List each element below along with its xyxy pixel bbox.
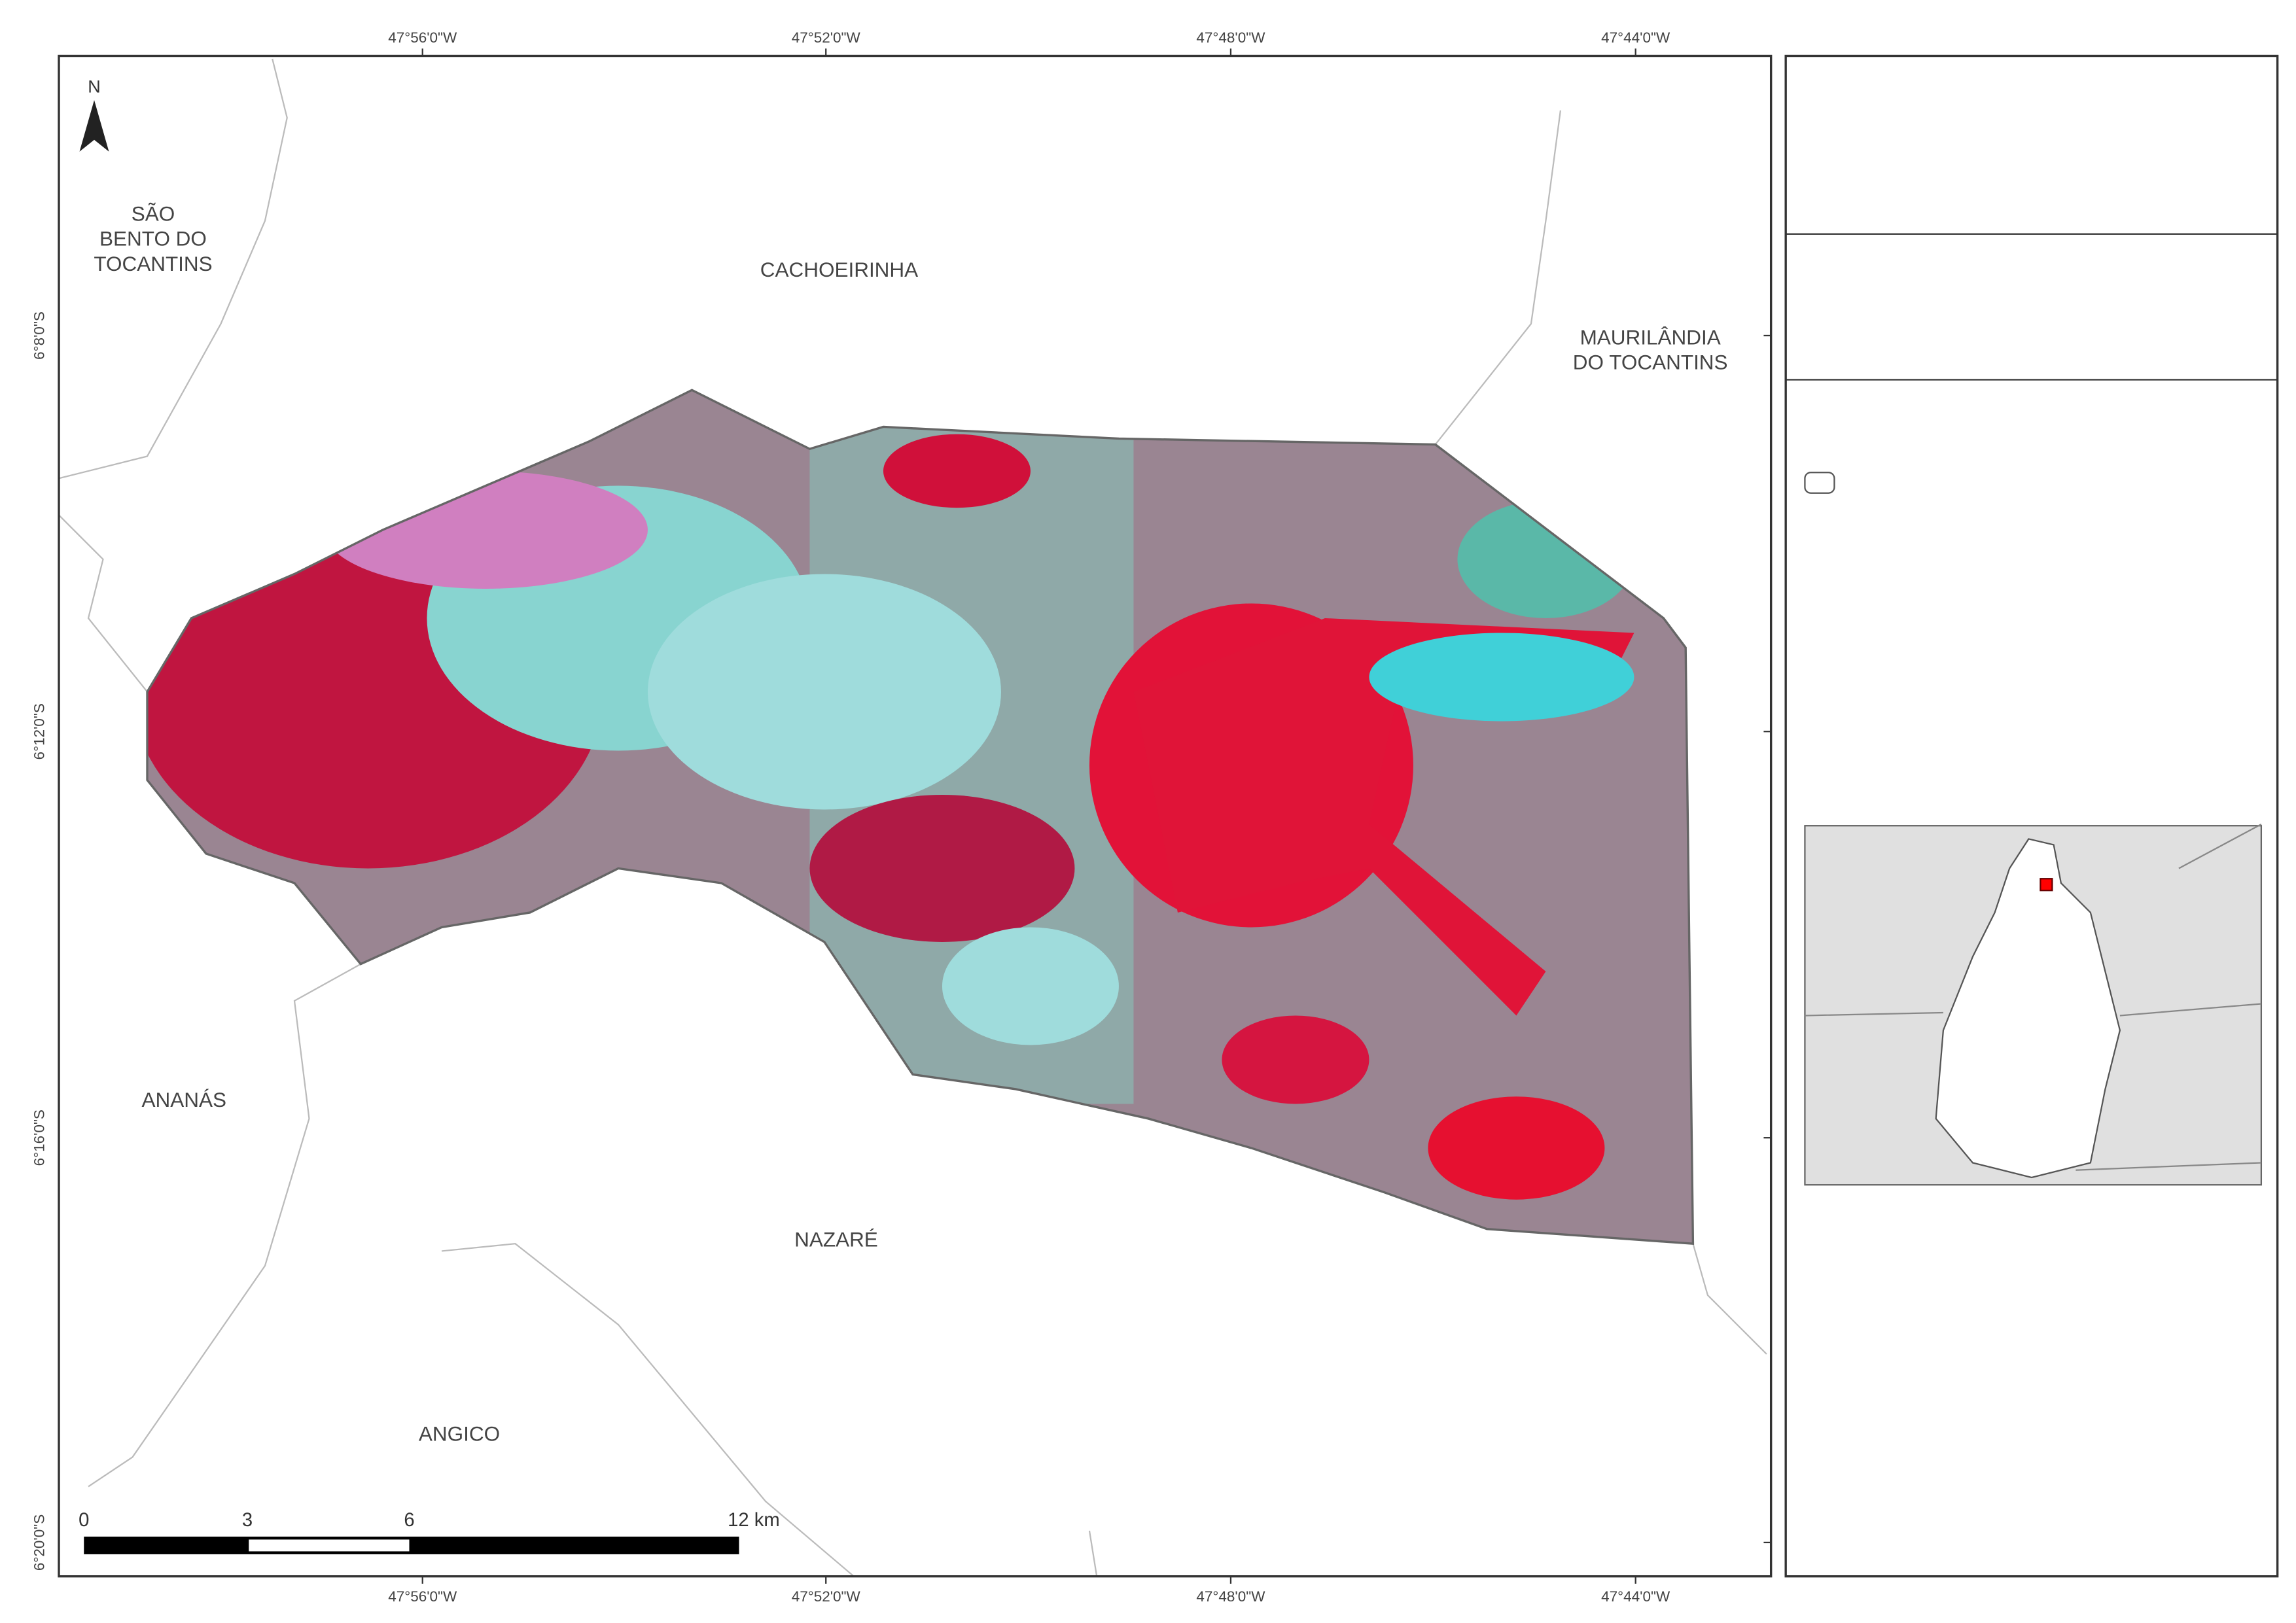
neighbor-label: DO TOCANTINS: [1573, 351, 1728, 374]
coord-label: 47°44'0"W: [1601, 29, 1670, 46]
frame-border: [58, 54, 1773, 1578]
coord-label: 47°52'0"W: [792, 29, 861, 46]
coord-label: 47°52'0"W: [792, 1588, 861, 1605]
coord-label: 47°48'0"W: [1196, 29, 1265, 46]
neighbor-label: MAURILÂNDIA: [1580, 325, 1721, 349]
neighbor-boundaries: [58, 58, 1767, 1577]
neighbor-label: NAZARÉ: [794, 1228, 878, 1251]
neighbor-label: BENTO DO: [99, 227, 207, 251]
scale-label: 12 km: [728, 1510, 780, 1531]
neighbor-label: ANANÁS: [142, 1088, 226, 1111]
satellite-mosaic: [147, 390, 1693, 1244]
neighbor-label: CACHOEIRINHA: [760, 258, 918, 281]
limit-swatch: [1804, 472, 1835, 494]
coord-label: 47°56'0"W: [388, 1588, 457, 1605]
coord-label: 47°56'0"W: [388, 29, 457, 46]
scale-bar: [84, 1536, 739, 1554]
coord-label: 6°20'0"S: [31, 1514, 48, 1571]
neighbor-label: TOCANTINS: [94, 252, 212, 275]
neighbor-label: SÃO: [132, 201, 175, 225]
coord-label: 47°44'0"W: [1601, 1588, 1670, 1605]
side-panel: [1784, 54, 2279, 1578]
coord-label: 47°48'0"W: [1196, 1588, 1265, 1605]
scale-label: 0: [79, 1510, 89, 1531]
inset-map: [1804, 823, 2263, 1186]
scale-label: 6: [404, 1510, 414, 1531]
coord-label: 6°8'0"S: [31, 311, 48, 360]
scale-label: 3: [242, 1510, 253, 1531]
north-label: N: [88, 77, 101, 97]
coord-label: 6°12'0"S: [31, 703, 48, 759]
neighbor-label: ANGICO: [419, 1422, 500, 1446]
coord-label: 6°16'0"S: [31, 1109, 48, 1166]
map-frame: N: [58, 54, 1773, 1578]
north-arrow: N: [79, 77, 109, 152]
